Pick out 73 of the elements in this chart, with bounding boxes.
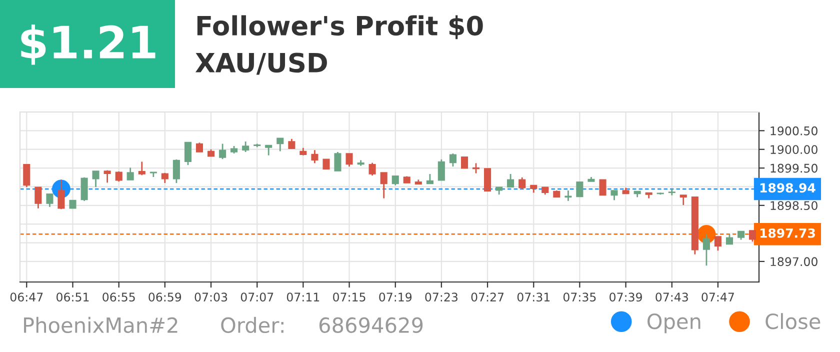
candlestick [460,156,468,169]
candlestick [322,158,330,170]
y-tick-label: 1900.00 [770,145,818,154]
candlestick [104,170,111,184]
candlestick [449,152,456,168]
x-tick-label: 07:43 [656,292,688,302]
text: 68694629 [319,317,423,334]
candlestick [80,176,88,202]
candlestick [507,173,514,188]
candlestick [219,143,226,160]
candlestick [276,137,284,152]
x-tick-label: 07:15 [333,292,366,302]
candlestick [23,164,30,188]
candlestick [380,172,388,200]
candlestick [392,175,399,186]
candlestick [196,142,203,153]
ref-line-label: 1898.94 [760,183,816,193]
x-tick-label: 07:31 [517,292,550,302]
x-tick-label: 06:55 [102,292,135,302]
chart-subtitle: XAU/USD [196,52,327,75]
x-tick-label: 07:07 [240,292,274,302]
candlestick [518,176,526,190]
candlestick [92,170,100,188]
candlestick [438,158,445,182]
x-tick-label: 07:39 [610,292,642,302]
candlestick [184,142,192,166]
ref-line-label: 1897.73 [760,228,815,238]
candlestick [115,170,122,182]
candlestick [138,160,146,176]
candlestick [610,190,618,201]
x-tick-label: 07:19 [379,292,412,302]
y-tick-label: 1900.50 [770,126,818,136]
y-tick-label: 1899.50 [770,164,818,173]
candlestick [576,182,584,198]
candlestick [311,149,318,164]
chart-title: Follower's Profit $0 [197,15,483,40]
text: PhoenixMan#2 [24,316,178,334]
candlestick [714,236,722,252]
legend-label: Open [648,313,700,334]
candlestick [126,166,134,181]
x-tick-label: 06:59 [148,292,182,302]
text: $1.21 [21,24,156,65]
text: Order: [221,316,284,334]
y-tick-label: 1898.50 [770,201,818,210]
x-tick-label: 07:47 [702,292,734,302]
candlestick [288,138,296,150]
candlestick [161,172,168,184]
candlestick [334,151,342,172]
candlestick [748,230,756,242]
candlestick [368,162,376,176]
candlestick [172,158,180,184]
y-tick-label: 1897.00 [770,257,818,266]
legend-label: Close [766,313,820,330]
x-tick-label: 07:35 [563,292,596,302]
x-tick-label: 07:27 [471,292,504,302]
candlestick [564,190,572,202]
candlestick [726,233,734,245]
candlestick [702,233,710,266]
candlestick [265,144,272,156]
candlestick [242,140,250,153]
x-tick-label: 06:47 [10,292,43,302]
candlestick [484,168,492,192]
candlestick [58,178,65,210]
candlestick [680,194,687,206]
x-tick-label: 07:23 [425,292,458,302]
x-tick-label: 07:11 [286,292,320,302]
candlestick [426,173,434,184]
candlestick [346,152,353,168]
x-tick-label: 07:03 [194,292,228,302]
candlestick [34,186,42,210]
x-tick-label: 06:51 [56,292,89,302]
candlestick [46,193,54,208]
candlestick [599,179,606,196]
